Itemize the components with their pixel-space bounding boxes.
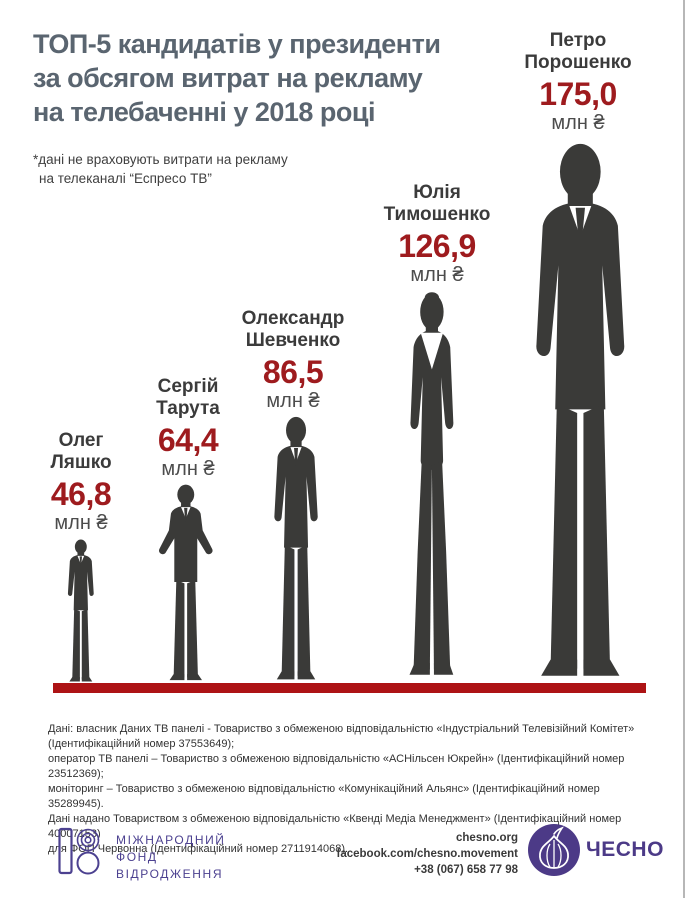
woman-silhouette-icon <box>409 292 454 676</box>
source-line: оператор ТВ панелі – Товариство з обмеже… <box>48 753 625 780</box>
candidate-unit: млн ₴ <box>410 264 464 286</box>
candidate-label-poroshenko: Петро Порошенко 175,0 млн ₴ <box>493 30 663 134</box>
chesno-wordmark: ЧЕСНО <box>586 838 664 861</box>
candidate-unit: млн ₴ <box>161 458 215 480</box>
irf-logo-icon <box>58 827 100 875</box>
phone-number: +38 (067) 658 77 98 <box>414 864 518 876</box>
candidate-name: Петро <box>549 30 607 51</box>
candidate-name: Олег <box>58 430 104 451</box>
footnote-line: *дані не враховують витрати на рекламу <box>33 152 288 167</box>
man-silhouette-icon <box>68 539 94 682</box>
candidate-name: Тимошенко <box>383 204 491 225</box>
candidate-unit: млн ₴ <box>551 112 605 134</box>
source-line: для ФОП Червонна (Ідентифікаційний номер… <box>48 843 349 855</box>
candidate-label-tymoshenko: Юлія Тимошенко 126,9 млн ₴ <box>352 182 522 286</box>
silhouette-serhii-taruta <box>152 484 220 683</box>
man-silhouette-icon <box>536 143 624 676</box>
silhouette-petro-poroshenko <box>502 143 659 683</box>
silhouette-oleksandr-shevchenko <box>256 416 336 683</box>
irf-name: МІЖНАРОДНИЙ ФОНД ВІДРОДЖЕННЯ <box>116 832 226 883</box>
candidate-label-liashko: Олег Ляшко 46,8 млн ₴ <box>14 430 148 534</box>
data-source-note: Дані: власник Даних ТВ панелі - Товарист… <box>48 722 653 857</box>
candidate-unit: млн ₴ <box>266 390 320 412</box>
source-line: (Ідентифікаційний номер 37553649); <box>48 738 235 750</box>
candidate-value: 126,9 <box>398 228 476 264</box>
silhouette-oleh-liashko <box>57 539 105 683</box>
man-silhouette-icon <box>159 484 213 681</box>
candidate-name: Порошенко <box>524 52 632 73</box>
chesno-logo <box>528 824 580 876</box>
facebook-url: facebook.com/chesno.movement <box>336 848 519 860</box>
page-right-border <box>683 0 685 898</box>
irf-name-line: ФОНД <box>116 850 158 864</box>
source-line: моніторинг – Товариство з обмеженою відп… <box>48 783 600 810</box>
candidate-name: Тарута <box>156 398 220 419</box>
candidate-value: 175,0 <box>539 76 617 112</box>
footnote-line: на телеканалі “Еспресо ТВ” <box>39 171 212 186</box>
candidate-label-shevchenko: Олександр Шевченко 86,5 млн ₴ <box>208 308 378 412</box>
contact-info: chesno.org facebook.com/chesno.movement … <box>300 830 519 878</box>
candidate-value: 64,4 <box>157 422 219 458</box>
source-line: Дані: власник Даних ТВ панелі - Товарист… <box>48 723 635 735</box>
silhouette-yuliia-tymoshenko <box>381 291 483 683</box>
irf-name-line: МІЖНАРОДНИЙ <box>116 833 226 847</box>
candidate-unit: млн ₴ <box>54 512 108 534</box>
candidate-value: 46,8 <box>50 476 112 512</box>
page-title: ТОП-5 кандидатів у президенти за обсягом… <box>33 27 441 129</box>
man-silhouette-icon <box>274 416 318 680</box>
garlic-icon <box>528 824 580 876</box>
candidate-name: Шевченко <box>245 330 341 351</box>
candidate-name: Ляшко <box>50 452 112 473</box>
title-line: за обсягом витрат на рекламу <box>33 63 423 93</box>
irf-name-line: ВІДРОДЖЕННЯ <box>116 867 224 881</box>
irf-logo <box>58 826 104 876</box>
footnote: *дані не враховують витрати на рекламу н… <box>33 150 288 188</box>
website-url: chesno.org <box>456 832 518 844</box>
candidate-name: Олександр <box>241 308 345 329</box>
baseline-bar <box>53 683 646 693</box>
candidate-name: Сергій <box>157 376 219 397</box>
candidate-name: Юлія <box>413 182 461 203</box>
title-line: на телебаченні у 2018 році <box>33 97 376 127</box>
candidate-label-taruta: Сергій Тарута 64,4 млн ₴ <box>121 376 255 480</box>
candidate-value: 86,5 <box>262 354 324 390</box>
title-line: ТОП-5 кандидатів у президенти <box>33 29 441 59</box>
